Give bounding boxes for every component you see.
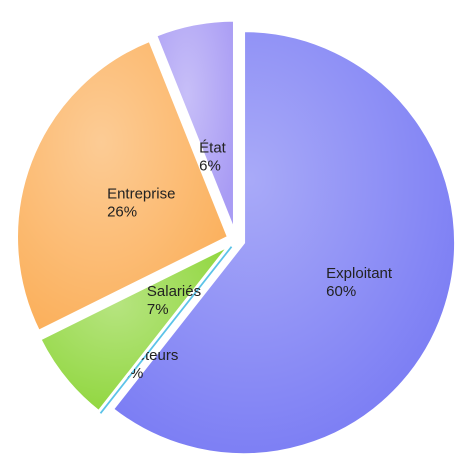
value-label: 60% — [326, 283, 356, 300]
slice-label: Entreprise 26% — [107, 185, 175, 220]
slice-label: Exploitant 60% — [326, 265, 393, 300]
category-label: État — [199, 140, 227, 157]
category-label: Salariés — [147, 283, 201, 300]
value-label: 7% — [147, 301, 169, 318]
value-label: 6% — [199, 158, 221, 175]
category-label: Entreprise — [107, 185, 175, 202]
value-label: 26% — [107, 203, 137, 220]
slice-shine — [112, 30, 456, 455]
slice-shine — [155, 20, 235, 233]
slice-label: Salariés 7% — [147, 283, 201, 318]
category-label: Exploitant — [326, 265, 393, 282]
slice-shine — [39, 245, 230, 412]
slice-label: État 6% — [199, 140, 227, 175]
pie-slice — [98, 245, 233, 414]
slice-shine — [16, 40, 229, 332]
